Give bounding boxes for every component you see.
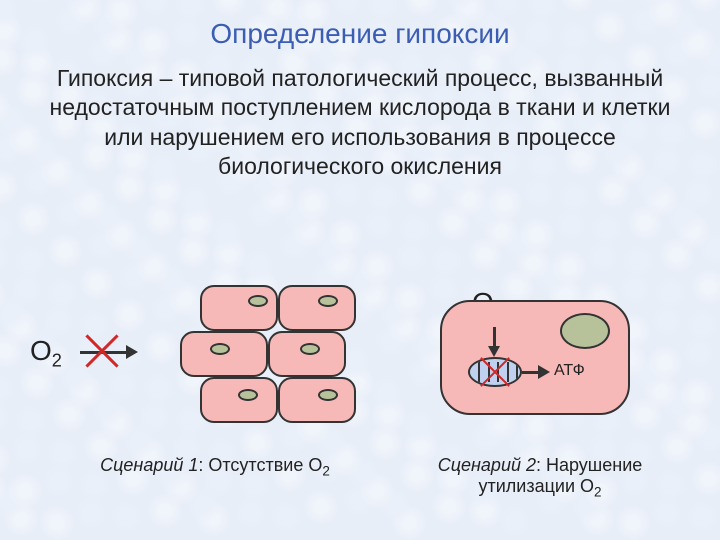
arrow-head-right <box>538 365 550 379</box>
atp-label: АТФ <box>554 362 585 380</box>
scenario-2-prefix: Сценарий 2 <box>438 455 536 475</box>
o2-sub: 2 <box>52 351 62 371</box>
tissue-cell <box>200 285 278 331</box>
scenario-1-diagram: О2 <box>60 285 370 455</box>
cell-nucleus <box>318 389 338 401</box>
scenario-2-label: Сценарий 2: Нарушение утилизации О2 <box>410 455 670 500</box>
slide: Определение гипоксии Гипоксия – типовой … <box>0 0 720 540</box>
cell-nucleus <box>210 343 230 355</box>
cell-nucleus <box>318 295 338 307</box>
tissue-cell <box>278 285 356 331</box>
scenario-2: О2 АТФ Сценарий 2: Нарушение утилизации … <box>410 285 670 500</box>
o2-label-scenario1: О2 <box>30 335 62 372</box>
tissue-cell <box>200 377 278 423</box>
scenario-2-diagram: О2 АТФ <box>410 285 670 455</box>
scenario-2-sub: 2 <box>594 485 602 500</box>
cell-nucleus <box>560 313 610 349</box>
scenario-1: О2 Сценарий 1: Отсутствие О2 <box>60 285 370 479</box>
o2-arrow-head <box>126 345 138 359</box>
cell-nucleus <box>238 389 258 401</box>
tissue-cell <box>278 377 356 423</box>
scenario-1-prefix: Сценарий 1 <box>100 455 198 475</box>
arrow-o2-to-mito <box>493 327 496 348</box>
page-title: Определение гипоксии <box>0 18 720 50</box>
scenario-1-label: Сценарий 1: Отсутствие О2 <box>60 455 370 479</box>
arrow-head-down <box>488 346 500 357</box>
cell-nucleus <box>300 343 320 355</box>
cell-nucleus <box>248 295 268 307</box>
scenario-1-sub: 2 <box>322 464 330 479</box>
o2-text: О <box>30 335 52 366</box>
scenario-1-suffix: : Отсутствие О <box>198 455 322 475</box>
definition-text: Гипоксия – типовой патологический процес… <box>40 64 680 182</box>
